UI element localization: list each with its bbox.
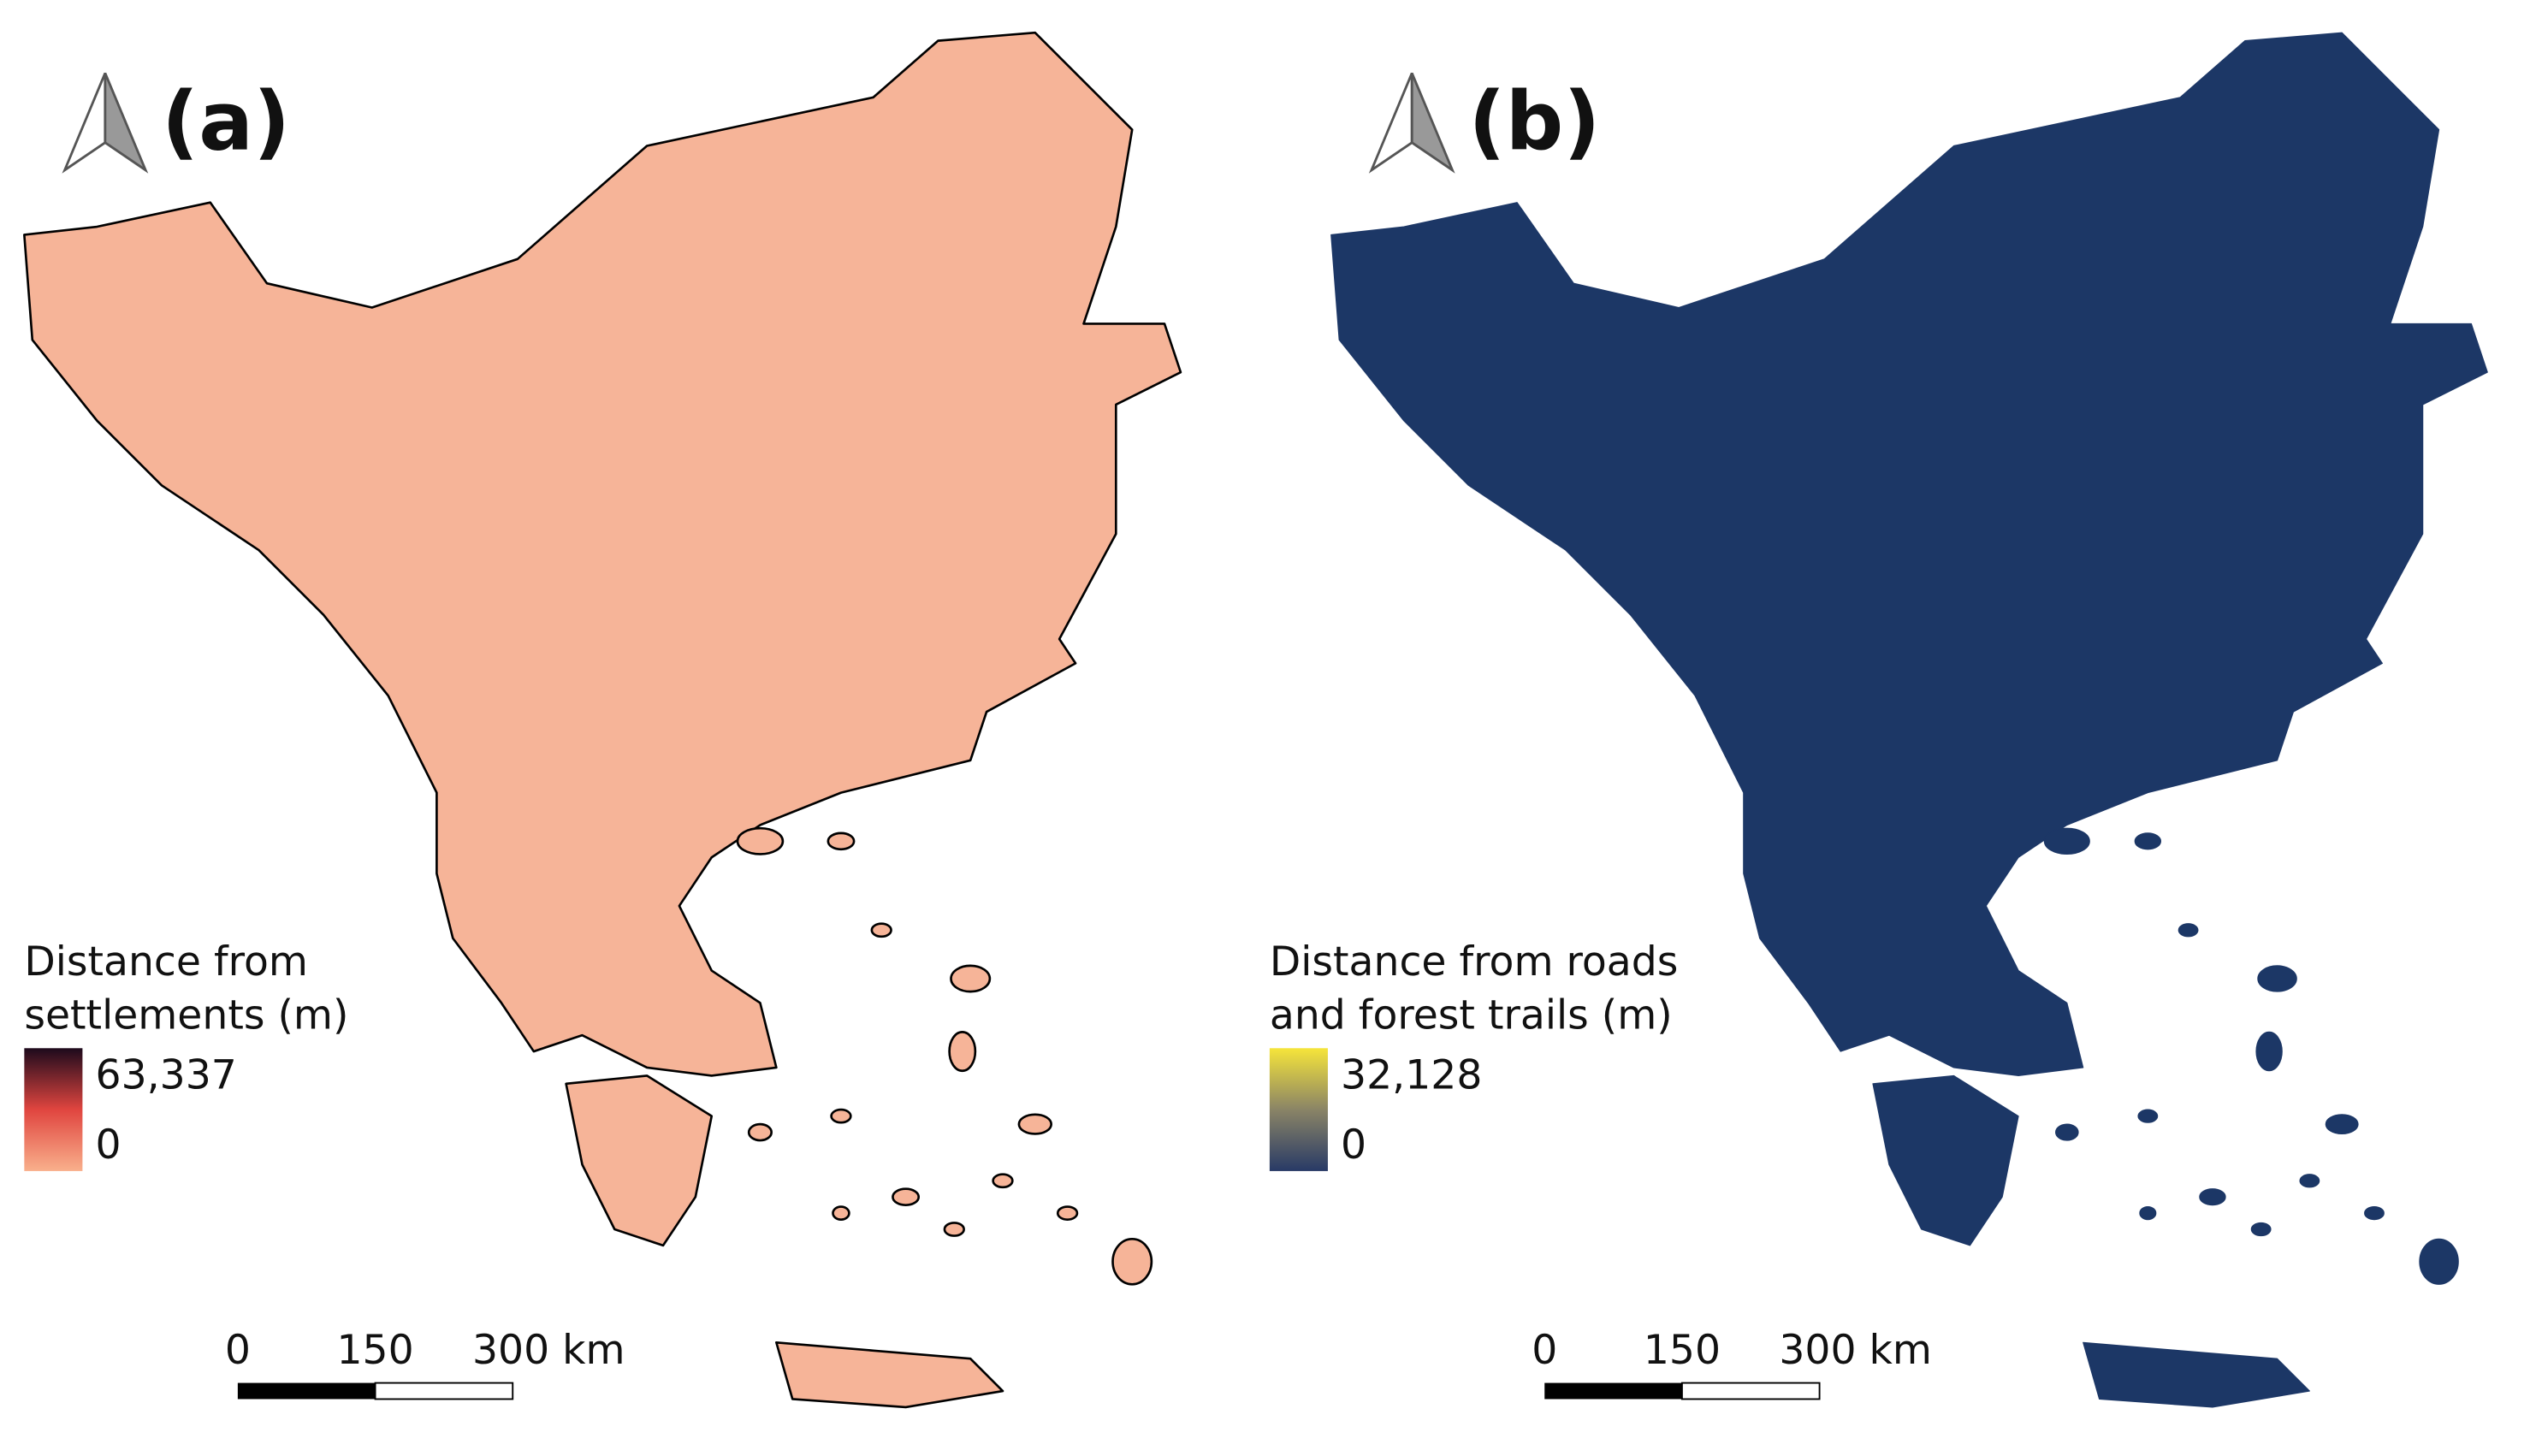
island [2139, 1205, 2157, 1221]
scale-bar-white [1680, 1382, 1821, 1400]
legend-gradient [1269, 1048, 1328, 1171]
legend-title: Distance from [24, 938, 308, 985]
island [2364, 1205, 2385, 1221]
legend-max: 32,128 [1341, 1052, 1482, 1099]
scale-bar-label: 150 [336, 1327, 413, 1374]
north-arrow-left [1368, 72, 1413, 174]
scale-bar-label: 300 km [472, 1327, 625, 1374]
island [1017, 1113, 1053, 1135]
island [1056, 1205, 1079, 1221]
legend-title: settlements (m) [24, 992, 348, 1039]
island [747, 1122, 773, 1142]
scale-bar-label: 150 [1644, 1327, 1721, 1374]
map-panel: (b) Distance from roads and forest trails … [1269, 32, 2488, 1408]
island [2199, 1188, 2226, 1206]
island [950, 964, 992, 993]
island [830, 1108, 852, 1124]
legend-gradient [24, 1048, 83, 1171]
north-arrow-right [1410, 72, 1455, 174]
legend-title: and forest trails (m) [1270, 992, 1673, 1039]
island [943, 1222, 965, 1237]
island [2419, 1238, 2459, 1285]
scale-bar-white [374, 1382, 514, 1400]
island [2299, 1174, 2320, 1188]
scale-bar-black [237, 1382, 376, 1400]
island [2137, 1109, 2159, 1123]
scale-bar-label: 0 [225, 1327, 251, 1374]
island [2257, 965, 2297, 992]
island [992, 1173, 1014, 1189]
island [2250, 1222, 2272, 1237]
north-arrow-left [62, 72, 107, 174]
island [827, 832, 856, 851]
legend-min: 0 [1341, 1122, 1366, 1169]
map-panel: (a) Distance from settlements (m) 63,337 0 0 1… [23, 31, 1182, 1409]
legend-title: Distance from roads [1270, 938, 1678, 985]
island [2325, 1114, 2359, 1135]
scale-bar-label: 0 [1532, 1327, 1557, 1374]
scale-bar-label: 300 km [1779, 1327, 1932, 1374]
island [870, 922, 892, 938]
land [1872, 1074, 2019, 1246]
land [565, 1074, 714, 1247]
panel-label: (b) [1468, 74, 1600, 169]
land [23, 31, 1182, 1077]
north-arrow-right [104, 72, 149, 174]
island [2255, 1031, 2283, 1072]
island [832, 1205, 850, 1221]
scale-bar-black [1544, 1382, 1682, 1400]
island [2134, 832, 2162, 850]
land [775, 1341, 1004, 1409]
island [948, 1031, 977, 1073]
island [1111, 1238, 1153, 1286]
island [892, 1187, 921, 1206]
land [2083, 1341, 2310, 1408]
island [2055, 1123, 2079, 1141]
legend-max: 63,337 [96, 1052, 237, 1099]
land [1330, 32, 2488, 1076]
island [2178, 923, 2199, 938]
island [2043, 827, 2090, 855]
panel-label: (a) [162, 74, 290, 169]
legend-min: 0 [96, 1122, 121, 1169]
island [736, 826, 785, 855]
